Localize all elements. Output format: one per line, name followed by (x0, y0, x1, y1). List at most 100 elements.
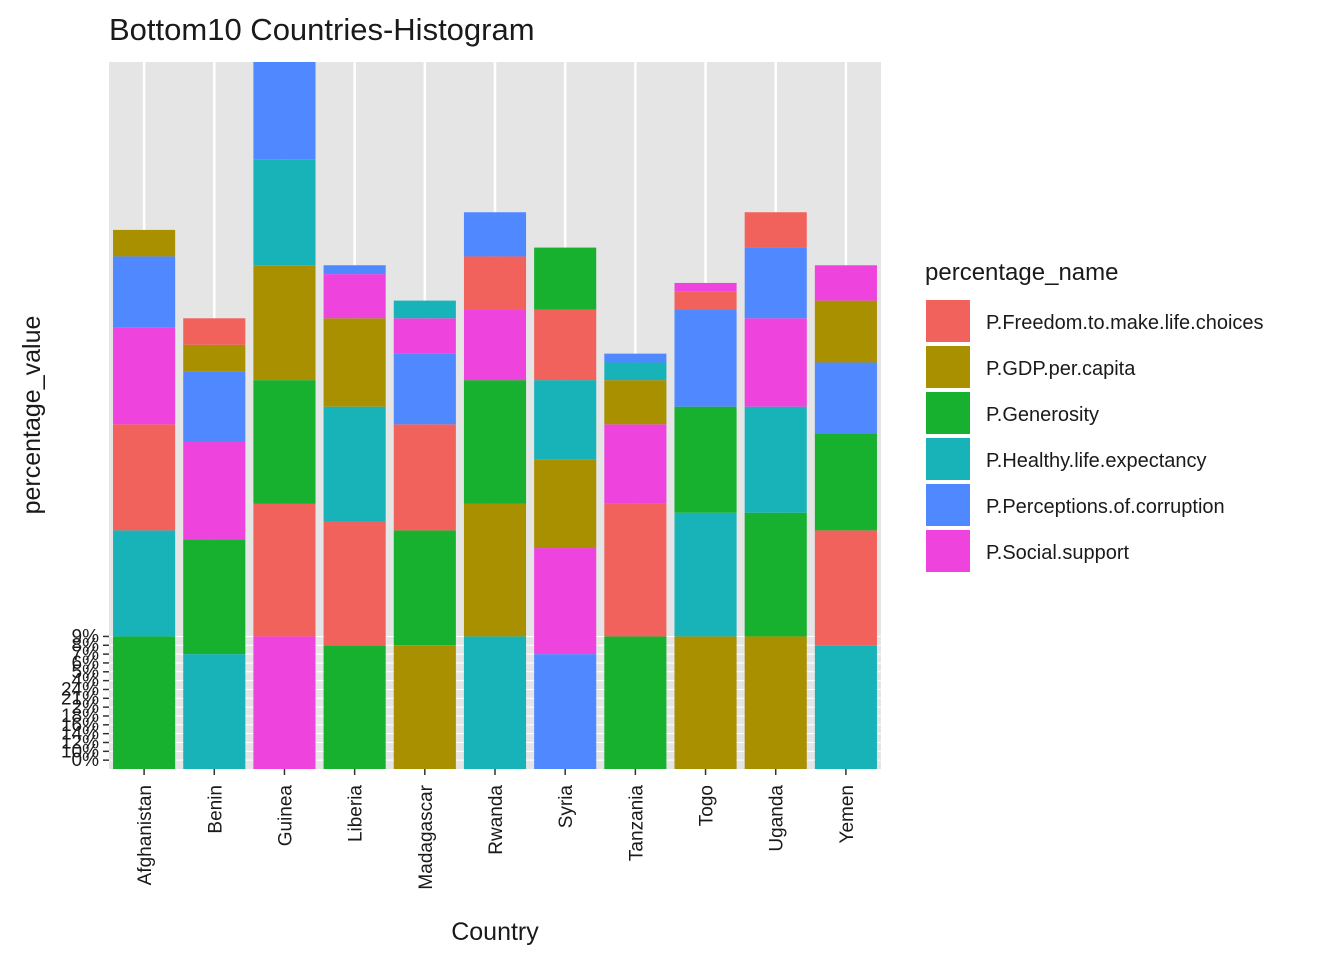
legend-title: percentage_name (925, 259, 1118, 286)
y-tick-label: 18% (61, 706, 99, 727)
bar-segment (534, 309, 597, 381)
legend-swatch (926, 392, 970, 434)
bar-segment (744, 247, 807, 319)
bar-segment (463, 380, 527, 504)
bar-segment (604, 424, 667, 504)
bar-segment (814, 300, 877, 363)
bar-segment (674, 512, 737, 637)
y-tick-label: 4% (72, 671, 100, 692)
bar-segment (814, 265, 877, 301)
bar-segment (463, 636, 527, 769)
x-tick-label: Togo (697, 785, 718, 826)
bar-segment (534, 654, 597, 769)
bar-segment (744, 636, 807, 769)
bar-segment (604, 503, 667, 637)
bar-segment (744, 406, 807, 513)
x-tick-label: Guinea (275, 785, 296, 847)
y-tick-label: 12% (61, 732, 99, 753)
x-tick-label: Tanzania (626, 785, 647, 861)
bar-segment (323, 521, 386, 646)
bar-segment (674, 282, 737, 292)
bar-segment (604, 636, 667, 769)
bar-segment (744, 212, 807, 248)
legend-swatch (926, 346, 970, 388)
bar-segment (674, 406, 737, 513)
bar-segment (814, 645, 877, 769)
bar-segment (604, 362, 667, 381)
bar-segment (323, 265, 386, 275)
legend-swatch (926, 530, 970, 572)
bar-segment (253, 62, 316, 160)
bar-segment (534, 247, 597, 310)
y-tick-label: 5% (72, 662, 100, 683)
y-tick-label: 2% (72, 697, 100, 718)
bar-segment (393, 530, 456, 646)
legend-label: P.Perceptions.of.corruption (986, 496, 1225, 518)
legend-label: P.GDP.per.capita (986, 358, 1136, 380)
bar-segment (534, 548, 597, 655)
x-tick-label: Afghanistan (135, 785, 156, 885)
x-tick-label: Benin (205, 785, 226, 834)
y-tick-label: 7% (72, 644, 100, 665)
bar-segment (183, 344, 246, 372)
x-axis-title: Country (451, 918, 539, 946)
bar-segment (604, 380, 667, 425)
bar-segment (113, 327, 176, 425)
bar-segment (393, 645, 456, 769)
bar-segment (113, 530, 176, 637)
x-tick-label: Rwanda (486, 785, 507, 855)
y-axis-title: percentage_value (18, 316, 46, 515)
legend-label: P.Generosity (986, 404, 1099, 426)
bar-segment (393, 318, 456, 354)
bar-segment (113, 229, 176, 257)
x-tick-label: Uganda (767, 785, 788, 852)
bar-segment (393, 353, 456, 425)
bar-segment (534, 380, 597, 460)
x-tick-label: Yemen (837, 785, 858, 843)
bar-segment (674, 309, 737, 407)
y-tick-label: 9% (72, 626, 100, 647)
x-tick-label: Madagascar (416, 784, 437, 889)
y-tick-label: 14% (61, 724, 99, 745)
bar-segment (463, 256, 527, 310)
bar-segment (393, 300, 456, 319)
bar-segment (113, 256, 176, 328)
legend-swatch (926, 300, 970, 342)
y-tick-label: 6% (72, 653, 100, 674)
bar-segment (674, 291, 737, 310)
bar-segment (814, 530, 877, 646)
legend-label: P.Social.support (986, 542, 1130, 564)
bar-segment (463, 212, 527, 257)
bar-segment (253, 159, 316, 266)
bar-segment (323, 406, 386, 522)
legend-swatch (926, 438, 970, 480)
bar-segment (534, 459, 597, 549)
legend-label: P.Freedom.to.make.life.choices (986, 312, 1264, 334)
y-tick-label: 21% (61, 688, 99, 709)
bar-segment (183, 442, 246, 540)
bar-segment (744, 318, 807, 407)
x-tick-label: Syria (556, 785, 577, 829)
bar-segment (113, 636, 176, 769)
bar-segment (183, 318, 246, 345)
bar-segment (463, 309, 527, 381)
y-tick-label: 8% (72, 635, 100, 656)
bar-segment (674, 636, 737, 769)
bar-segment (323, 318, 386, 407)
bar-segment (183, 371, 246, 443)
bar-segment (183, 654, 246, 769)
bar-segment (463, 503, 527, 637)
bar-segment (253, 636, 316, 769)
bar-segment (253, 265, 316, 381)
y-tick-label: 16% (61, 715, 99, 736)
y-tick-label: 0% (72, 750, 100, 771)
bar-segment (253, 503, 316, 637)
bar-segment (814, 433, 877, 531)
chart-title: Bottom10 Countries-Histogram (109, 12, 535, 47)
bar-segment (323, 274, 386, 319)
bar-segment (323, 645, 386, 769)
bar-segment (604, 353, 667, 363)
bar-segment (744, 512, 807, 637)
